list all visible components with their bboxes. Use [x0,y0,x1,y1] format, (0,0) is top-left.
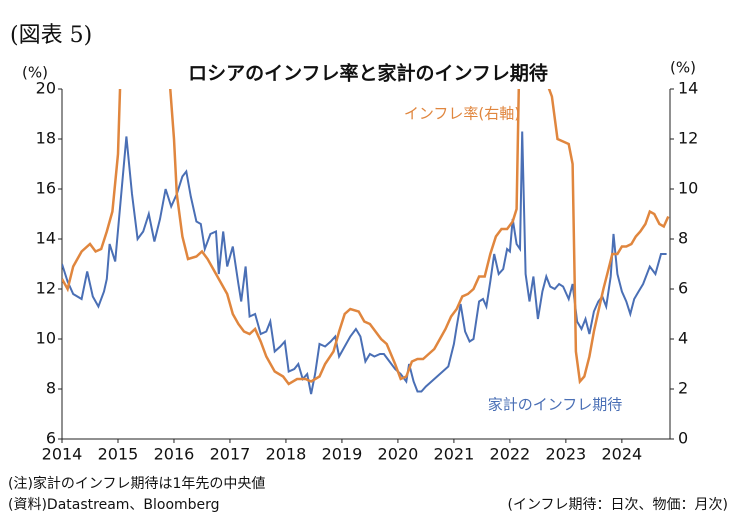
x-tick-label: 2020 [378,445,419,464]
series-label: インフレ率(右軸) [404,105,520,123]
note: (注)家計のインフレ期待は1年先の中央値 [8,475,265,492]
y2-tick-label: 6 [678,279,688,298]
x-tick-label: 2023 [546,445,587,464]
note: (資料)Datastream、Bloomberg [8,497,220,513]
x-tick-label: 2014 [42,445,83,464]
y-tick-label: 16 [36,179,56,198]
x-tick-label: 2017 [210,445,251,464]
line-series [62,131,667,395]
x-tick-label: 2018 [266,445,307,464]
y2-tick-label: 4 [678,329,688,348]
y2-tick-label: 8 [678,229,688,248]
y-tick-label: 14 [36,229,56,248]
y-tick-label: 18 [36,129,56,148]
y2-tick-label: 0 [678,429,688,448]
x-tick-label: 2024 [601,445,642,464]
y-tick-label: 8 [46,379,56,398]
header: (図表 5) [10,23,92,48]
y2-tick-label: 2 [678,379,688,398]
y-tick-label: 10 [36,329,56,348]
y2-tick-label: 10 [678,179,698,198]
x-tick-label: 2019 [322,445,363,464]
x-tick-label: 2015 [98,445,139,464]
y2-tick-label: 12 [678,129,698,148]
y-unit: (%) [22,64,48,82]
x-tick-label: 2021 [434,445,475,464]
line-series [62,89,670,386]
y2-tick-label: 14 [678,79,698,98]
x-tick-label: 2022 [490,445,531,464]
x-tick-label: 2016 [154,445,195,464]
plot-area [62,89,670,395]
y-tick-label: 6 [46,429,56,448]
y-tick-label: 20 [36,79,56,98]
series-label: 家計のインフレ期待 [488,396,623,414]
y2-unit: (%) [670,59,696,77]
note: (インフレ期待：日次、物価：月次) [507,497,728,513]
chart-title: ロシアのインフレ率と家計のインフレ期待 [188,62,548,85]
y-tick-label: 12 [36,279,56,298]
